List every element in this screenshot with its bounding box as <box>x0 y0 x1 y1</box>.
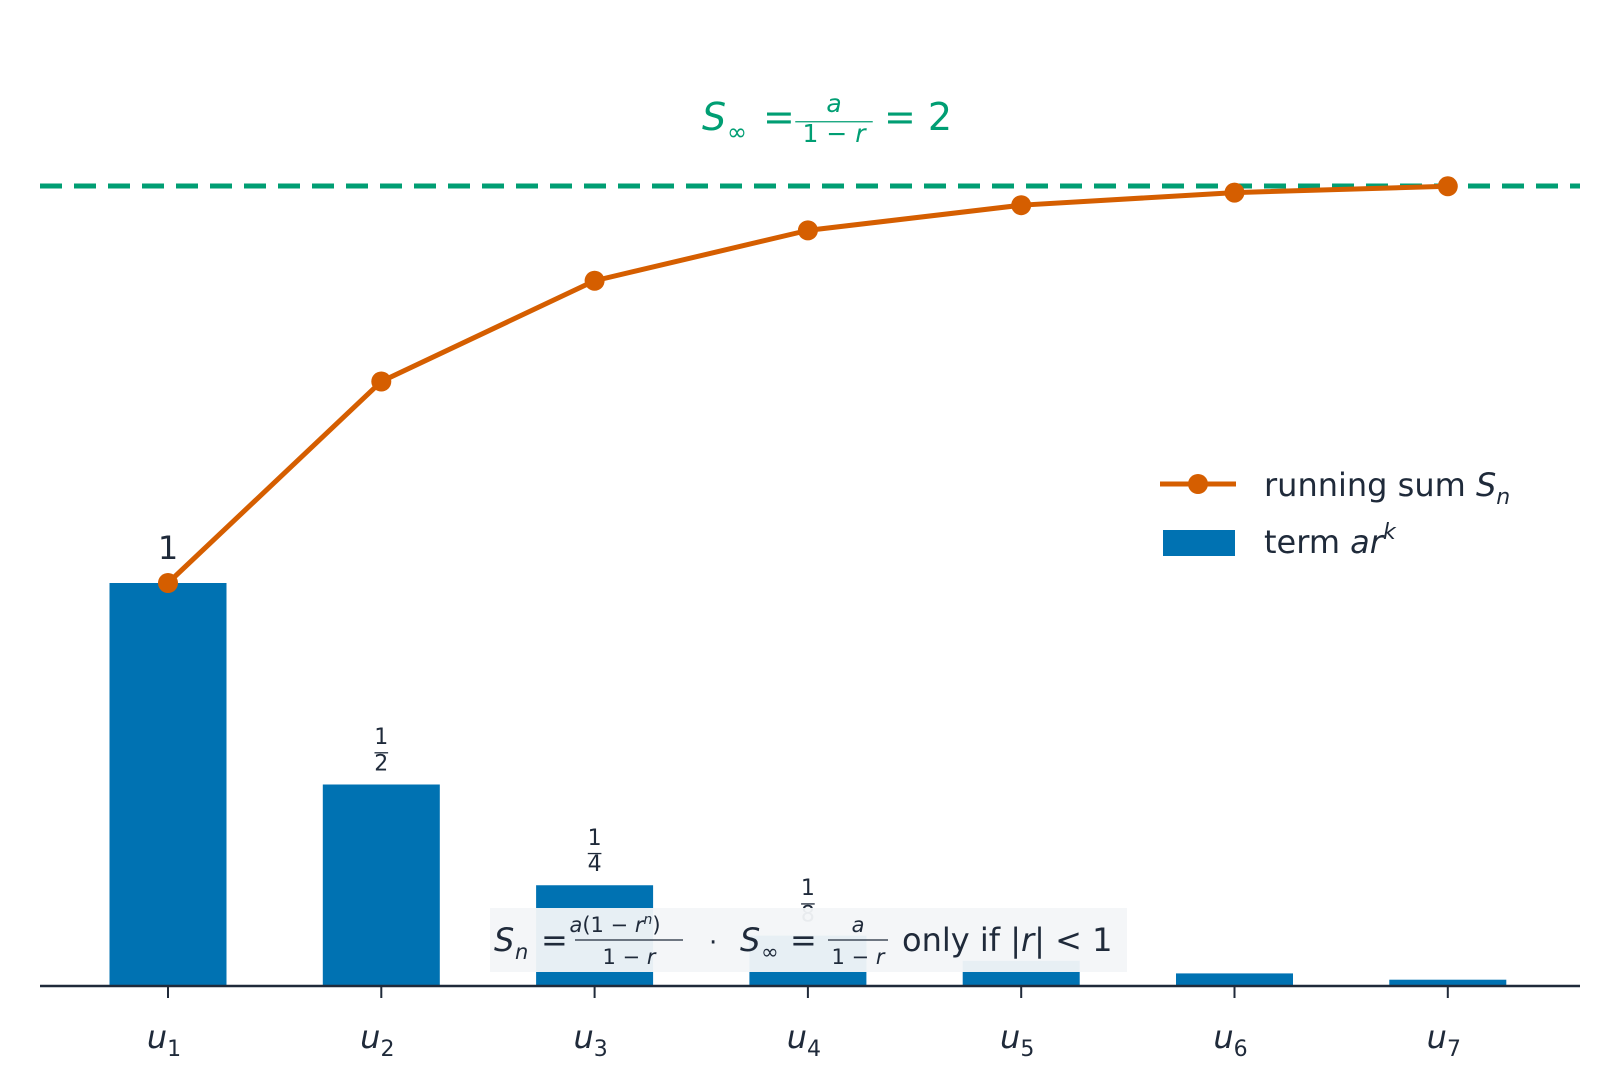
annotation-condition: only if |r| < 1 <box>902 921 1112 959</box>
running-sum-point-u4 <box>797 220 818 241</box>
legend-bar-swatch <box>1163 530 1235 556</box>
x-tick-label-u7: u7 <box>1427 1018 1461 1062</box>
bar-u6 <box>1176 973 1293 986</box>
limit-label-sub: ∞ <box>727 118 747 146</box>
legend-line-marker <box>1188 474 1208 494</box>
limit-label-eq: = <box>763 95 795 139</box>
limit-label: S ∞ = a1 − r = 2 <box>702 89 952 148</box>
annotation-frac2-num: a <box>852 913 865 937</box>
legend-label-term: term ark <box>1264 520 1397 561</box>
bar-value-label-u2: 12 <box>374 725 388 776</box>
bar-u7 <box>1389 979 1507 986</box>
bar-value-num-u3: 1 <box>588 826 602 851</box>
running-sum-point-u6 <box>1224 182 1245 203</box>
x-tick-label-u3: u3 <box>573 1018 607 1062</box>
bar-u2 <box>322 784 440 986</box>
annotation-frac1-den: 1 − r <box>603 945 657 969</box>
bar-value-den-u3: 4 <box>588 852 602 877</box>
annotation-frac1-num: a(1 − rn) <box>569 912 660 937</box>
running-sum-line <box>166 183 1448 585</box>
running-sum-point-u1 <box>158 573 178 593</box>
bar-u1 <box>109 583 227 986</box>
x-tick-label-u1: u1 <box>147 1018 181 1062</box>
annotation-eq1: = <box>541 921 568 959</box>
annotation-sn-sub: n <box>515 940 528 964</box>
annotation-eq2: = <box>790 921 817 959</box>
legend: running sum Sn term ark <box>1160 466 1510 561</box>
annotation-sinf-sub: ∞ <box>761 940 779 964</box>
annotation-dot: · <box>709 928 717 958</box>
x-tick-label-u6: u6 <box>1213 1018 1247 1062</box>
running-sum-point-u2 <box>371 371 392 392</box>
annotation-sn: S <box>494 921 514 959</box>
limit-label-lhs: S <box>702 95 726 139</box>
running-sum-point-u5 <box>1011 195 1032 216</box>
limit-label-den: 1 − r <box>802 119 867 148</box>
legend-label-running-sum: running sum Sn <box>1264 466 1510 510</box>
bar-value-label-u3: 14 <box>588 826 602 877</box>
limit-label-num: a <box>826 89 841 118</box>
bar-value-num-u4: 1 <box>801 876 815 901</box>
bar-value-num-u2: 1 <box>374 725 388 750</box>
bar-value-den-u2: 2 <box>374 751 388 776</box>
limit-label-rhs: = 2 <box>884 95 952 139</box>
annotation-frac2-den: 1 − r <box>832 945 886 969</box>
bar-value-label-u1: 1 <box>158 529 178 567</box>
x-tick-label-u5: u5 <box>1000 1018 1034 1062</box>
annotation-sinf: S <box>740 921 760 959</box>
running-sum-point-u7 <box>1437 176 1458 197</box>
running-sum-point-u3 <box>584 270 605 291</box>
x-tick-label-u4: u4 <box>787 1018 821 1062</box>
x-tick-label-u2: u2 <box>360 1018 394 1062</box>
